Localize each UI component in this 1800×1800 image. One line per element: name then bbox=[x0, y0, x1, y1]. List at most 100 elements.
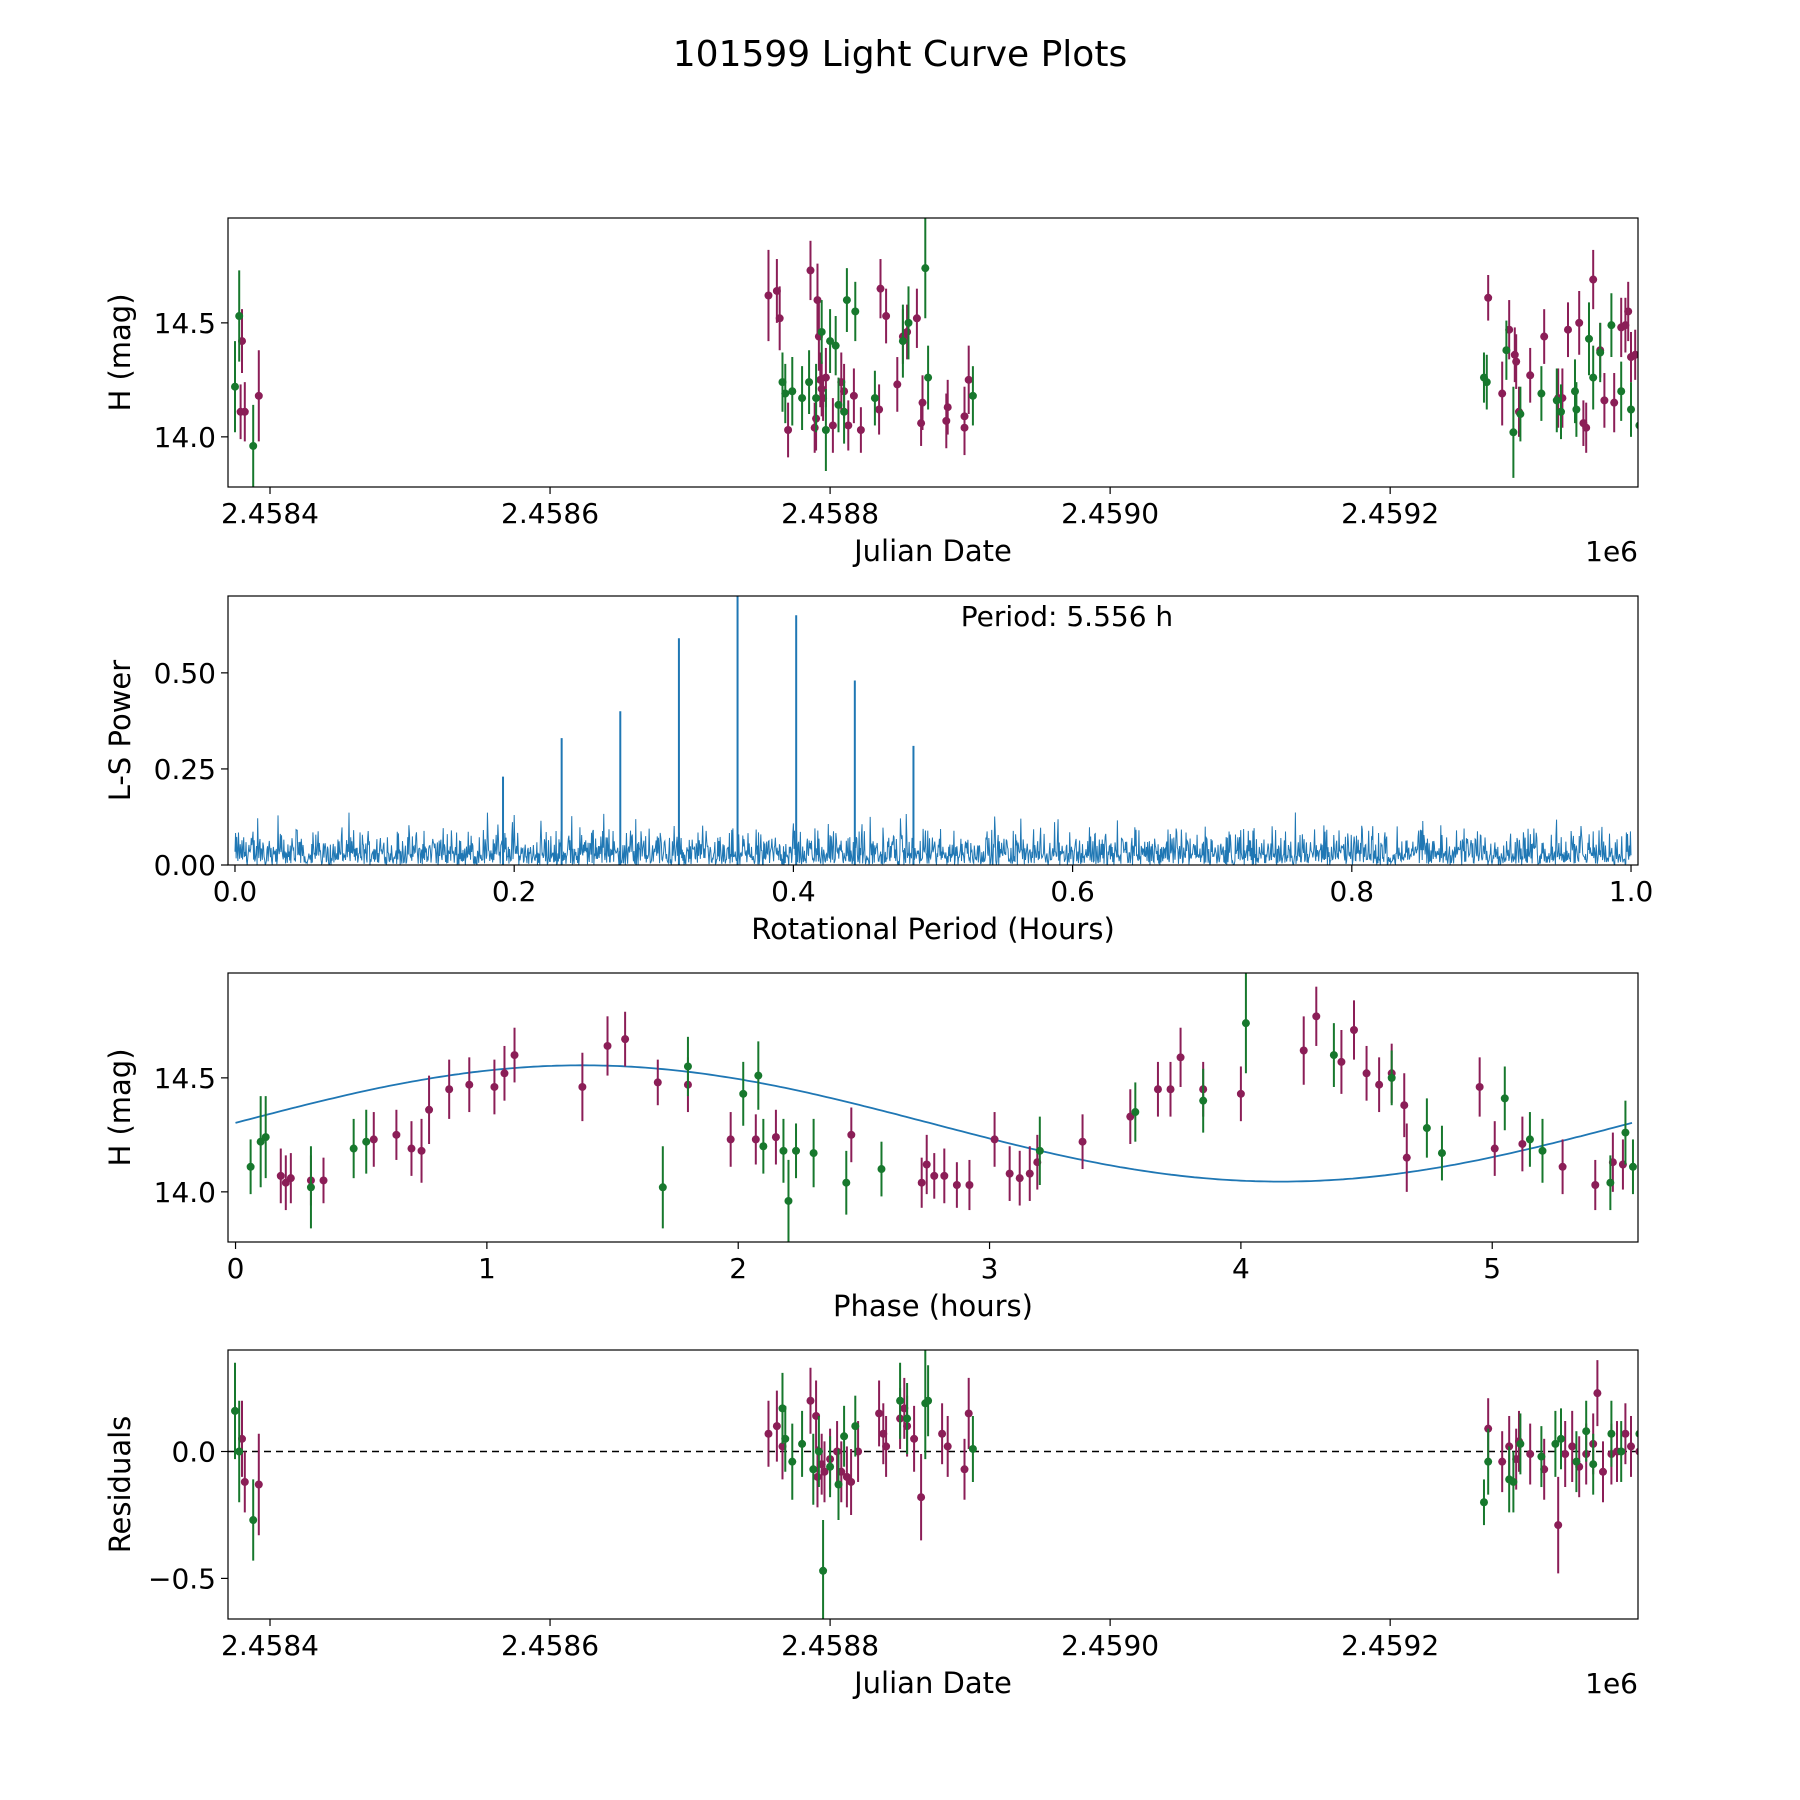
residuals-point-series_b bbox=[924, 1396, 933, 1405]
phased-point-series_a bbox=[990, 1135, 999, 1144]
phased-point-series_a bbox=[500, 1069, 509, 1078]
residuals-point-series_a bbox=[938, 1429, 947, 1438]
residuals-xtick-label: 2.4592 bbox=[1341, 1629, 1439, 1662]
lightcurve-ytick-label: 14.5 bbox=[154, 307, 216, 340]
residuals-point-series_a bbox=[910, 1434, 919, 1443]
residuals-xtick-label: 2.4588 bbox=[781, 1629, 879, 1662]
residuals-point-series_a bbox=[943, 1442, 952, 1451]
phased-point-series_a bbox=[1078, 1137, 1087, 1146]
phased-point-series_a bbox=[1400, 1101, 1409, 1110]
phased-point-series_a bbox=[490, 1082, 499, 1091]
phased-point-series_b bbox=[1387, 1073, 1396, 1082]
periodogram-xlabel: Rotational Period (Hours) bbox=[751, 912, 1115, 946]
phased-xlabel: Phase (hours) bbox=[833, 1289, 1033, 1323]
lightcurve-point-series_a bbox=[1631, 350, 1638, 359]
phased-point-series_b bbox=[1538, 1146, 1547, 1155]
phased-point-series_b bbox=[1621, 1128, 1630, 1137]
residuals-xtick-label: 2.4586 bbox=[501, 1629, 599, 1662]
residuals-point-series_b bbox=[826, 1462, 835, 1471]
residuals-offset-text: 1e6 bbox=[1585, 1667, 1638, 1700]
residuals-point-series_a bbox=[1645, 1463, 1653, 1471]
residuals-xtick-label: 2.4590 bbox=[1061, 1629, 1159, 1662]
lightcurve-point-series_a bbox=[1540, 332, 1549, 341]
lightcurve-xtick-label: 2.4590 bbox=[1061, 497, 1159, 530]
lightcurve-point-series_a bbox=[1673, 415, 1681, 423]
residuals-point-series_a bbox=[847, 1477, 856, 1486]
residuals-point-series_a bbox=[240, 1477, 249, 1486]
phased-point-series_a bbox=[1015, 1174, 1024, 1183]
phased-point-series_a bbox=[1025, 1169, 1034, 1178]
residuals-point-series_a bbox=[813, 1472, 822, 1481]
residuals-point-series_a bbox=[875, 1409, 884, 1418]
residuals-point-series_a bbox=[960, 1465, 969, 1474]
residuals-point-series_a bbox=[1649, 1432, 1657, 1440]
phased-point-series_a bbox=[917, 1178, 926, 1187]
lightcurve-point-series_b bbox=[921, 264, 930, 273]
lightcurve-point-series_a bbox=[1624, 307, 1633, 316]
lightcurve-ylabel: H (mag) bbox=[103, 293, 137, 411]
lightcurve-point-series_b bbox=[812, 394, 821, 403]
lightcurve-point-series_b bbox=[904, 318, 913, 327]
phased-point-series_b bbox=[1329, 1051, 1338, 1060]
phased-point-series_a bbox=[1362, 1069, 1371, 1078]
phased-ytick-label: 14.0 bbox=[154, 1176, 216, 1209]
residuals-point-series_b bbox=[1589, 1460, 1598, 1469]
lightcurve-point-series_b bbox=[1516, 410, 1525, 419]
phased-point-series_a bbox=[621, 1035, 630, 1044]
periodogram-ylabel: L-S Power bbox=[103, 660, 137, 801]
residuals-point-series_b bbox=[819, 1566, 828, 1575]
phased-point-series_a bbox=[1490, 1144, 1499, 1153]
residuals-point-series_b bbox=[1537, 1452, 1546, 1461]
lightcurve-point-series_a bbox=[912, 314, 921, 323]
phased-point-series_a bbox=[286, 1174, 295, 1183]
lightcurve-offset-text: 1e6 bbox=[1585, 535, 1638, 568]
lightcurve-point-series_a bbox=[813, 296, 822, 305]
phased-point-series_a bbox=[653, 1078, 662, 1087]
phased-xtick-label: 4 bbox=[1232, 1252, 1250, 1285]
lightcurve-point-series_a bbox=[856, 426, 865, 435]
phased-point-series_a bbox=[940, 1171, 949, 1180]
lightcurve-point-series_a bbox=[240, 407, 249, 416]
residuals-point-series_b bbox=[1516, 1439, 1525, 1448]
residuals-point-series_a bbox=[254, 1480, 263, 1489]
phased-point-series_b bbox=[261, 1133, 270, 1142]
lightcurve-xtick-label: 2.4588 bbox=[781, 497, 879, 530]
residuals-point-series_b bbox=[1572, 1457, 1581, 1466]
residuals-point-series_a bbox=[1673, 1445, 1681, 1453]
phased-point-series_a bbox=[1402, 1153, 1411, 1162]
lightcurve-xtick-label: 2.4586 bbox=[501, 497, 599, 530]
lightcurve-point-series_b bbox=[1617, 387, 1626, 396]
lightcurve-point-series_b bbox=[1537, 389, 1546, 398]
phased-point-series_b bbox=[349, 1144, 358, 1153]
lightcurve-point-series_b bbox=[805, 378, 814, 387]
phased-panel: Phase (hours) H (mag) 0 1 2 3 4 5 14.0 14.5 bbox=[103, 972, 1639, 1323]
lightcurve-point-series_a bbox=[1484, 293, 1493, 302]
phased-point-series_a bbox=[1375, 1080, 1384, 1089]
residuals-point-series_a bbox=[1621, 1429, 1630, 1438]
residuals-point-series_a bbox=[1635, 1447, 1638, 1456]
lightcurve-point-series_a bbox=[1610, 398, 1619, 407]
lightcurve-point-series_b bbox=[898, 337, 907, 346]
lightcurve-point-series_a bbox=[1600, 396, 1609, 405]
lightcurve-point-series_a bbox=[964, 375, 973, 384]
residuals-point-series_a bbox=[917, 1493, 926, 1502]
residuals-axes-frame bbox=[227, 1349, 1639, 1620]
lightcurve-point-series_a bbox=[1498, 389, 1507, 398]
phased-ylabel: H (mag) bbox=[103, 1048, 137, 1166]
lightcurve-point-series_a bbox=[960, 412, 969, 421]
phased-point-series_a bbox=[1176, 1053, 1185, 1062]
phased-point-series_a bbox=[1337, 1057, 1346, 1066]
periodogram-xtick-label: 0.0 bbox=[213, 875, 258, 908]
phased-point-series_b bbox=[1500, 1094, 1509, 1103]
phased-point-series_b bbox=[658, 1183, 667, 1192]
periodogram-panel: Rotational Period (Hours) L-S Power Peri… bbox=[103, 595, 1653, 946]
phased-point-series_b bbox=[1437, 1149, 1446, 1158]
phased-point-series_b bbox=[754, 1071, 763, 1080]
lightcurve-point-series_a bbox=[1575, 318, 1584, 327]
lightcurve-point-series_a bbox=[1666, 390, 1674, 398]
lightcurve-point-series_b bbox=[1502, 346, 1511, 355]
lightcurve-point-series_b bbox=[840, 407, 849, 416]
lightcurve-point-series_b bbox=[1607, 321, 1616, 330]
phased-xtick-label: 0 bbox=[227, 1252, 245, 1285]
lightcurve-point-series_b bbox=[1570, 387, 1579, 396]
